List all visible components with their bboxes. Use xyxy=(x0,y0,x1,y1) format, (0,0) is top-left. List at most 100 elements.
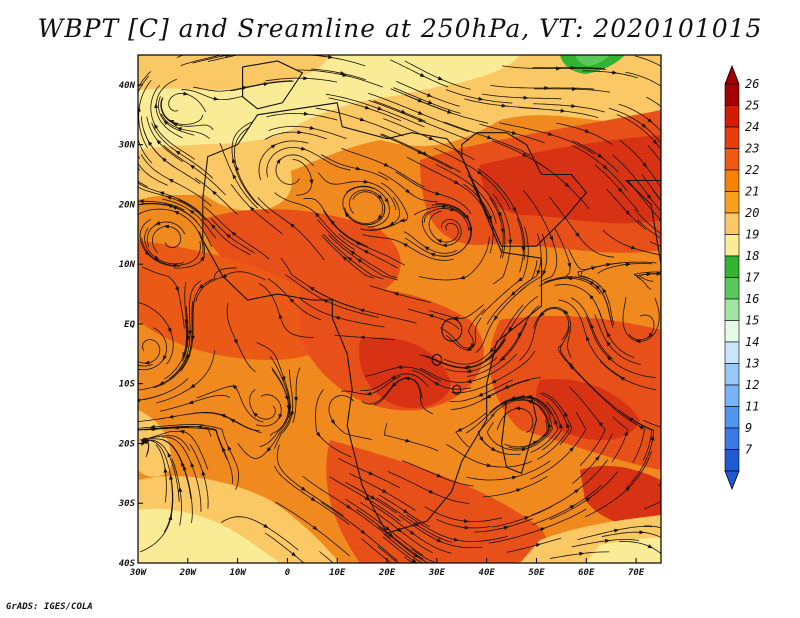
streamline-arrow xyxy=(523,95,529,100)
streamline-arrow xyxy=(510,291,516,296)
streamline-arrow xyxy=(571,104,577,108)
streamline-arrow xyxy=(381,489,388,494)
streamline-arrow xyxy=(436,538,443,543)
streamline-arrow xyxy=(178,486,183,492)
streamline-arrow xyxy=(664,168,669,173)
streamline xyxy=(381,133,461,173)
streamline xyxy=(435,202,472,245)
streamline xyxy=(315,389,352,458)
streamline xyxy=(328,395,372,440)
streamline-arrow xyxy=(549,236,553,242)
streamline-arrow xyxy=(527,400,533,404)
streamline-arrow xyxy=(658,217,661,222)
streamline xyxy=(138,364,153,367)
streamline-arrow xyxy=(270,144,277,149)
colorbar-label: 19 xyxy=(745,228,759,242)
streamline-arrow xyxy=(167,452,172,458)
streamline xyxy=(616,114,661,150)
streamline-arrow xyxy=(200,256,205,262)
streamline xyxy=(328,234,399,281)
streamline-arrow xyxy=(441,563,446,567)
streamline xyxy=(481,93,562,100)
streamline xyxy=(230,183,283,235)
streamline-arrow xyxy=(595,455,600,461)
streamline xyxy=(411,548,437,563)
streamline xyxy=(599,360,657,391)
colorbar-label: 26 xyxy=(745,77,759,91)
streamline xyxy=(502,65,607,70)
streamline-arrow xyxy=(625,486,631,491)
streamline xyxy=(376,497,453,543)
colorbar-swatch xyxy=(724,277,740,300)
streamline-arrow xyxy=(564,182,570,188)
streamline-arrow xyxy=(310,496,316,502)
streamline-arrow xyxy=(604,539,611,543)
streamline-arrow xyxy=(486,135,493,140)
streamline-arrow xyxy=(138,199,144,204)
streamline-arrow xyxy=(349,250,356,255)
streamline-arrow xyxy=(524,516,530,521)
streamline-arrow xyxy=(697,254,702,258)
streamline xyxy=(230,80,294,92)
streamline xyxy=(652,189,661,202)
streamline-arrow xyxy=(360,529,366,535)
streamline xyxy=(181,89,244,101)
streamline xyxy=(537,392,570,460)
streamline xyxy=(345,498,424,556)
streamline-arrow xyxy=(232,384,238,390)
streamline-arrow xyxy=(639,530,645,535)
streamline xyxy=(492,193,511,285)
streamline xyxy=(274,192,355,251)
colorbar-label: 24 xyxy=(745,120,759,134)
streamline xyxy=(594,164,640,212)
streamline-arrow xyxy=(516,488,522,493)
streamline-arrow xyxy=(676,436,680,441)
streamline xyxy=(455,412,487,448)
streamline xyxy=(445,317,482,351)
streamline-arrow xyxy=(364,105,371,110)
streamline-arrow xyxy=(289,298,295,303)
streamline-arrow xyxy=(391,382,397,388)
streamline xyxy=(660,61,661,64)
streamline xyxy=(424,506,502,522)
streamline-arrow xyxy=(540,527,546,532)
streamline-arrow xyxy=(500,356,506,362)
streamline xyxy=(139,219,180,267)
streamline xyxy=(345,185,390,228)
streamline-arrow xyxy=(383,162,390,167)
streamline-arrow xyxy=(674,216,679,221)
colorbar-label: 14 xyxy=(745,335,759,349)
grads-credit: GrADS: IGES/COLA xyxy=(6,602,93,612)
streamline-arrow xyxy=(560,108,566,113)
streamline xyxy=(144,227,184,265)
streamline xyxy=(535,160,590,209)
streamline-arrow xyxy=(606,355,612,361)
streamline xyxy=(268,125,347,139)
streamline-arrow xyxy=(521,447,527,452)
streamline-arrow xyxy=(316,432,321,438)
streamline-arrow xyxy=(290,411,295,417)
y-axis: 40N 30N 20N 10N EQ 10S 20S 30S 40S xyxy=(118,81,143,569)
streamline xyxy=(440,308,486,349)
wbpt-field xyxy=(138,55,661,563)
streamline-arrow xyxy=(646,272,652,277)
streamline-arrow xyxy=(436,239,442,244)
streamline-arrow xyxy=(683,78,688,83)
streamline-arrow xyxy=(155,221,161,225)
streamline xyxy=(271,369,289,425)
streamline-arrow xyxy=(134,155,138,160)
x-tick-label: 70E xyxy=(628,568,645,578)
x-tick-label: 0 xyxy=(285,568,291,578)
streamline-arrow xyxy=(312,525,318,531)
streamline xyxy=(436,518,491,529)
y-tick-label: 30S xyxy=(118,499,136,509)
streamline-arrow xyxy=(154,123,159,129)
colorbar-swatch xyxy=(724,320,740,343)
streamline-arrow xyxy=(232,173,237,179)
streamline xyxy=(362,234,454,261)
streamline-arrow xyxy=(190,462,195,468)
streamline-arrow xyxy=(404,376,410,381)
colorbar-swatch xyxy=(724,427,740,450)
streamline xyxy=(169,280,202,379)
colorbar-swatch xyxy=(724,363,740,386)
